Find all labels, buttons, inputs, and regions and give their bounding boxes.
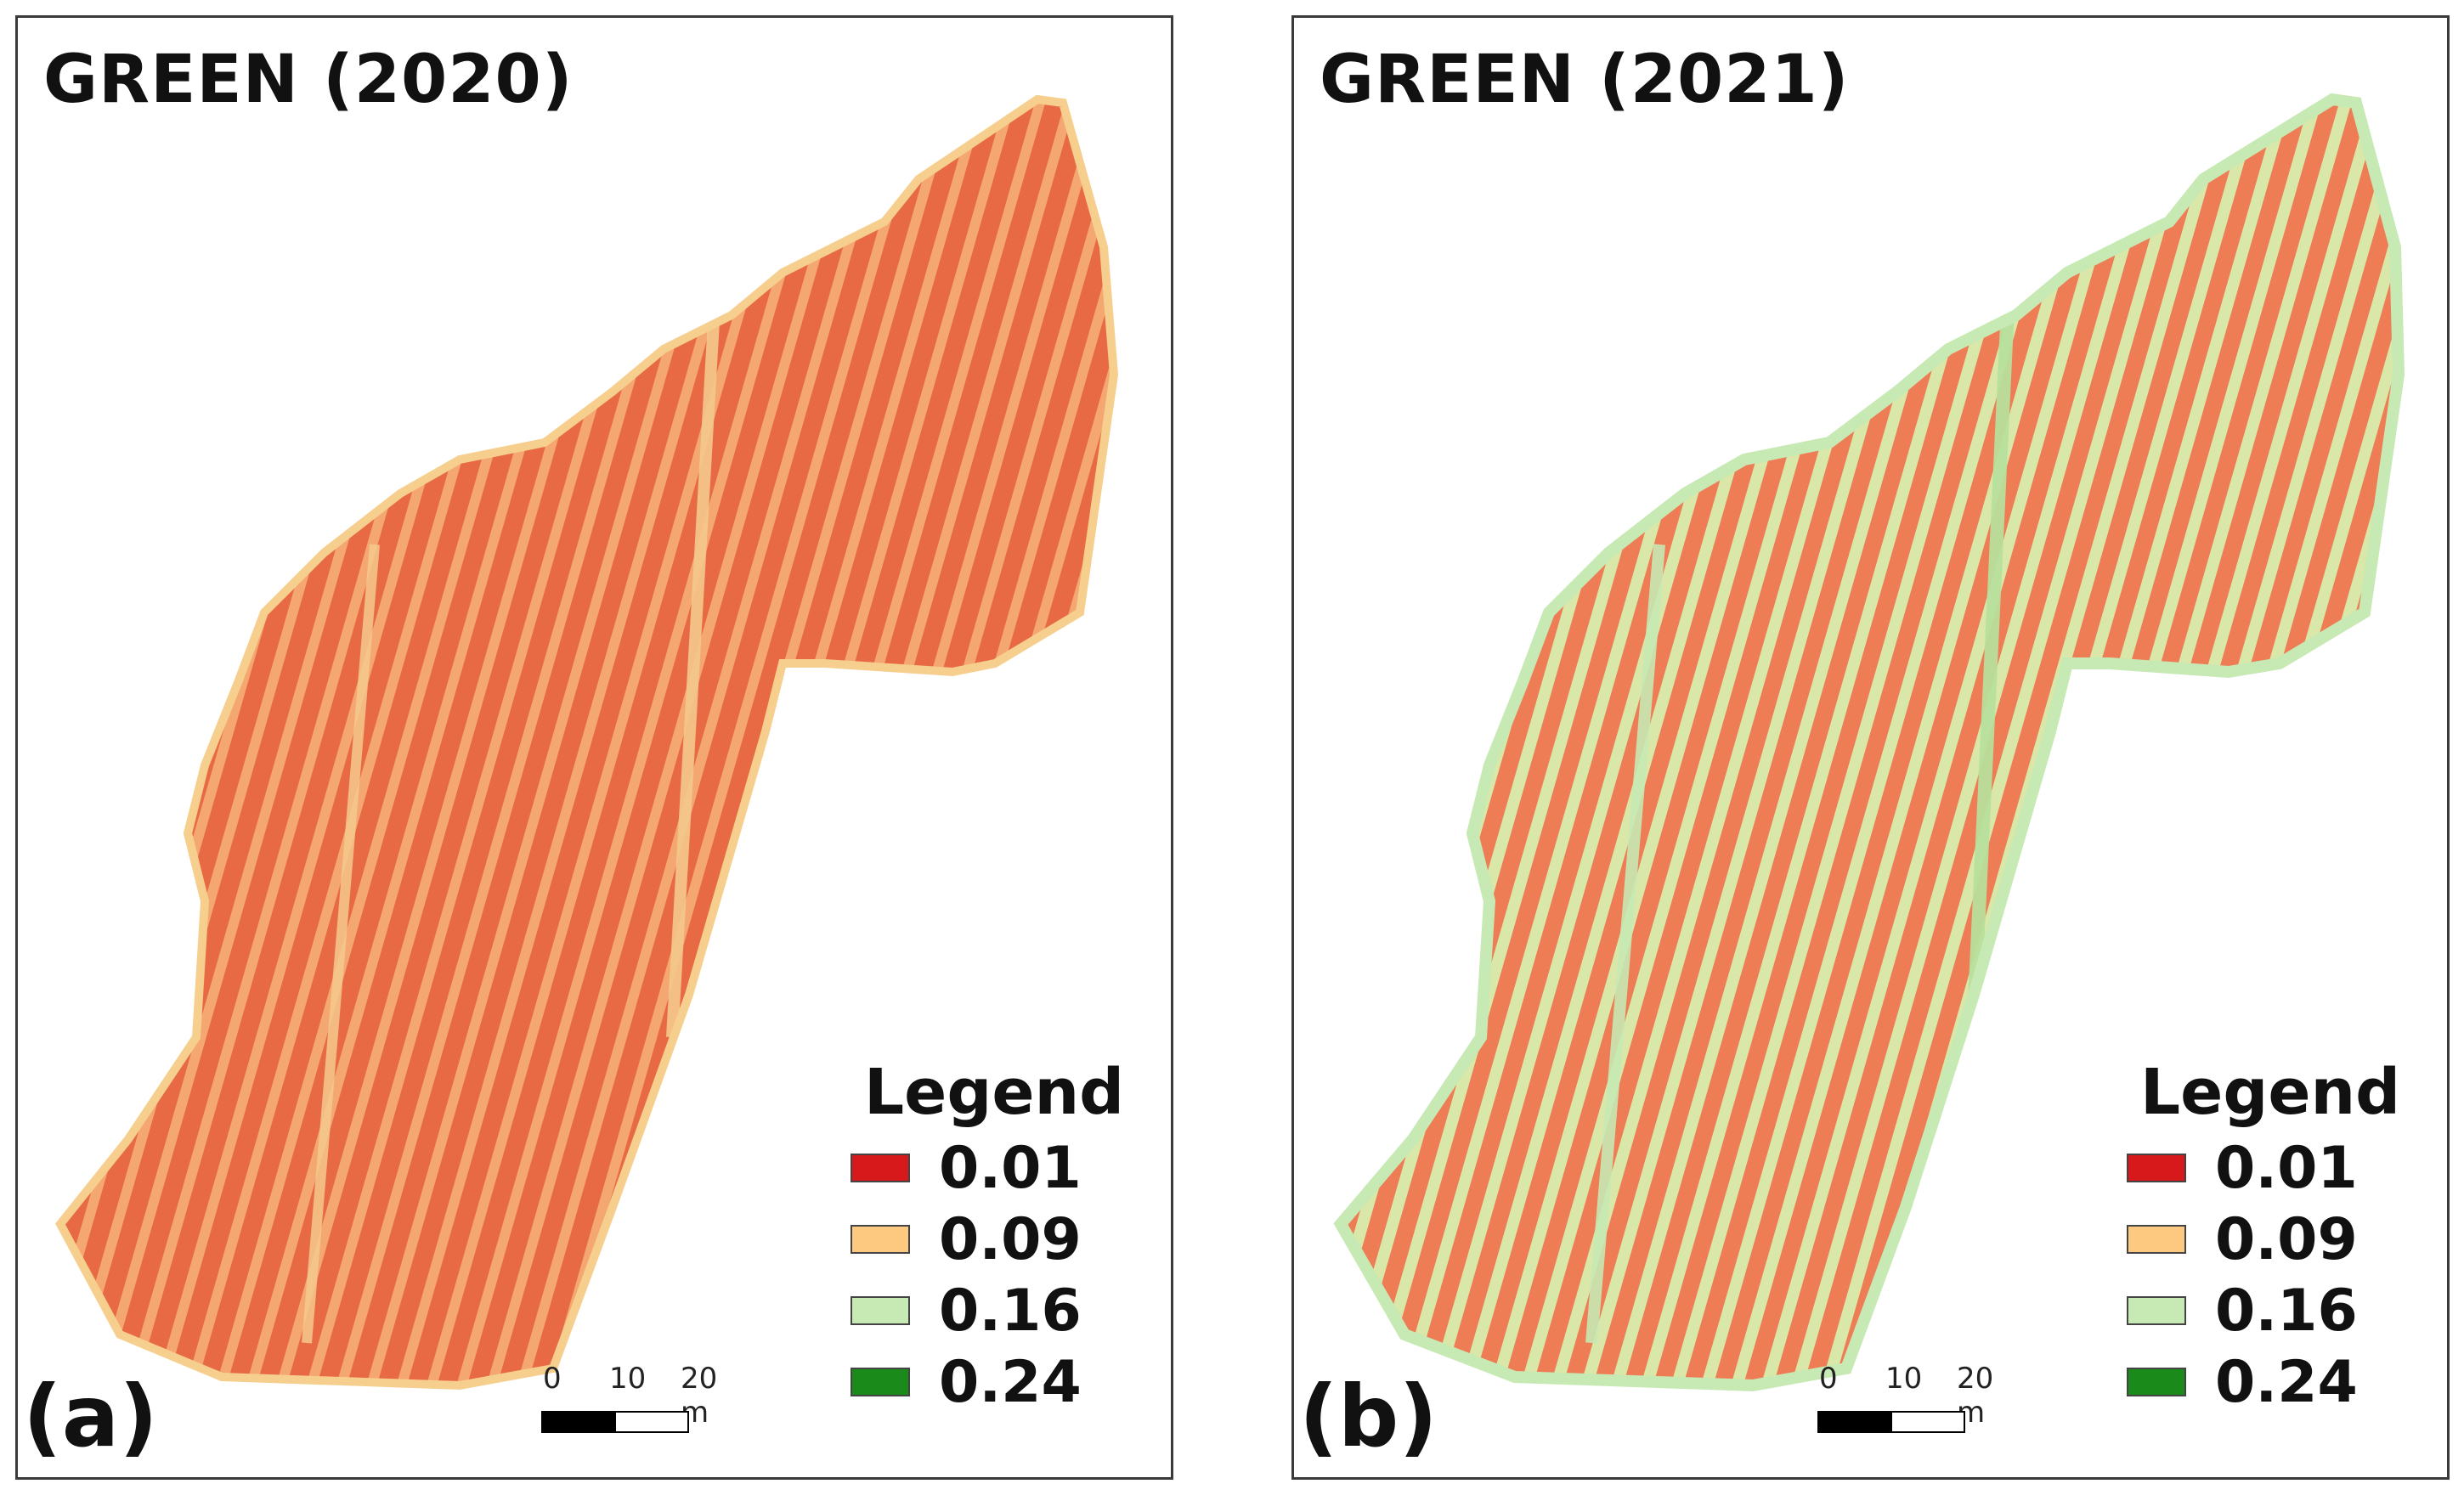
legend-item: 0.24 — [851, 1346, 1156, 1418]
scale-bar: 0 10 20 m — [534, 1362, 738, 1455]
scale-tick-label: 0 — [1819, 1362, 1838, 1396]
scale-bar: 0 10 20 m — [1811, 1362, 2015, 1455]
legend: Legend 0.01 0.09 0.16 0.24 — [851, 1056, 1156, 1418]
legend-label: 0.16 — [939, 1277, 1082, 1345]
scale-segment-black — [541, 1411, 616, 1433]
legend-swatch — [851, 1368, 910, 1396]
legend-item: 0.09 — [2127, 1204, 2433, 1275]
field-outline-b — [1333, 93, 2405, 1392]
legend-swatch — [2127, 1296, 2186, 1325]
legend-title: Legend — [2140, 1056, 2401, 1129]
legend-swatch — [2127, 1368, 2186, 1396]
panel-title: GREEN (2020) — [43, 42, 574, 118]
legend-label: 0.09 — [2215, 1205, 2358, 1273]
field-outline-a — [55, 94, 1119, 1391]
scale-tick-label: 20 m — [681, 1362, 718, 1430]
legend-swatch — [851, 1296, 910, 1325]
legend: Legend 0.01 0.09 0.16 0.24 — [2127, 1056, 2433, 1418]
map-panel-a: GREEN (2020) Legend 0.01 0.09 0.16 0.24 … — [15, 15, 1173, 1480]
legend-item: 0.09 — [851, 1204, 1156, 1275]
legend-label: 0.24 — [939, 1348, 1082, 1416]
legend-swatch — [851, 1225, 910, 1254]
legend-title: Legend — [864, 1056, 1125, 1129]
legend-item: 0.16 — [2127, 1275, 2433, 1346]
vineyard-map-b — [1333, 93, 2405, 1392]
legend-item: 0.01 — [2127, 1132, 2433, 1204]
legend-label: 0.09 — [939, 1205, 1082, 1273]
panel-title: GREEN (2021) — [1320, 42, 1850, 118]
scale-segment-white — [614, 1411, 689, 1433]
scale-segment-black — [1817, 1411, 1892, 1433]
scale-segment-white — [1890, 1411, 1965, 1433]
panel-tag: (a) — [23, 1367, 158, 1466]
legend-swatch — [2127, 1225, 2186, 1254]
scale-tick-label: 10 — [609, 1362, 647, 1396]
legend-swatch — [851, 1154, 910, 1182]
vineyard-map-a — [55, 94, 1119, 1391]
legend-item: 0.24 — [2127, 1346, 2433, 1418]
legend-label: 0.16 — [2215, 1277, 2358, 1345]
legend-item: 0.01 — [851, 1132, 1156, 1204]
scale-tick-label: 20 m — [1957, 1362, 1994, 1430]
map-panel-b: GREEN (2021) Legend 0.01 0.09 0.16 0.24 … — [1291, 15, 2450, 1480]
panel-tag: (b) — [1299, 1367, 1438, 1466]
legend-swatch — [2127, 1154, 2186, 1182]
scale-tick-label: 10 — [1885, 1362, 1923, 1396]
legend-label: 0.01 — [939, 1134, 1082, 1202]
legend-label: 0.24 — [2215, 1348, 2358, 1416]
legend-label: 0.01 — [2215, 1134, 2358, 1202]
legend-item: 0.16 — [851, 1275, 1156, 1346]
scale-tick-label: 0 — [543, 1362, 562, 1396]
